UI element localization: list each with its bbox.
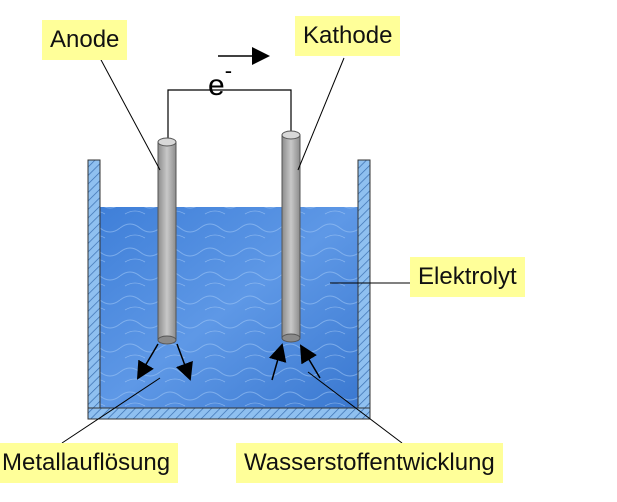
electron-symbol: e- <box>208 58 232 102</box>
anode-electrode <box>157 137 177 345</box>
vessel <box>87 159 371 420</box>
electron-charge: - <box>224 58 233 83</box>
metal-dissolution-label: Metallauflösung <box>0 443 179 483</box>
anode-leader <box>99 57 161 171</box>
electrolyte-label: Elektrolyt <box>410 257 525 297</box>
anode-label: Anode <box>42 20 128 60</box>
cathode-leader <box>297 57 345 171</box>
metal-dissolution-arrows <box>136 343 193 381</box>
metal-dissolution-leader <box>61 377 161 444</box>
external-wire <box>167 89 292 140</box>
hydrogen-evolution-label: Wasserstoffentwicklung <box>236 443 503 483</box>
hydrogen-evolution-leader <box>307 371 403 444</box>
electrolyte <box>100 207 358 409</box>
cathode-electrode <box>281 130 301 343</box>
electron-letter: e <box>208 69 225 102</box>
cathode-label: Kathode <box>295 16 401 56</box>
hydrogen-evolution-arrows <box>268 343 321 381</box>
